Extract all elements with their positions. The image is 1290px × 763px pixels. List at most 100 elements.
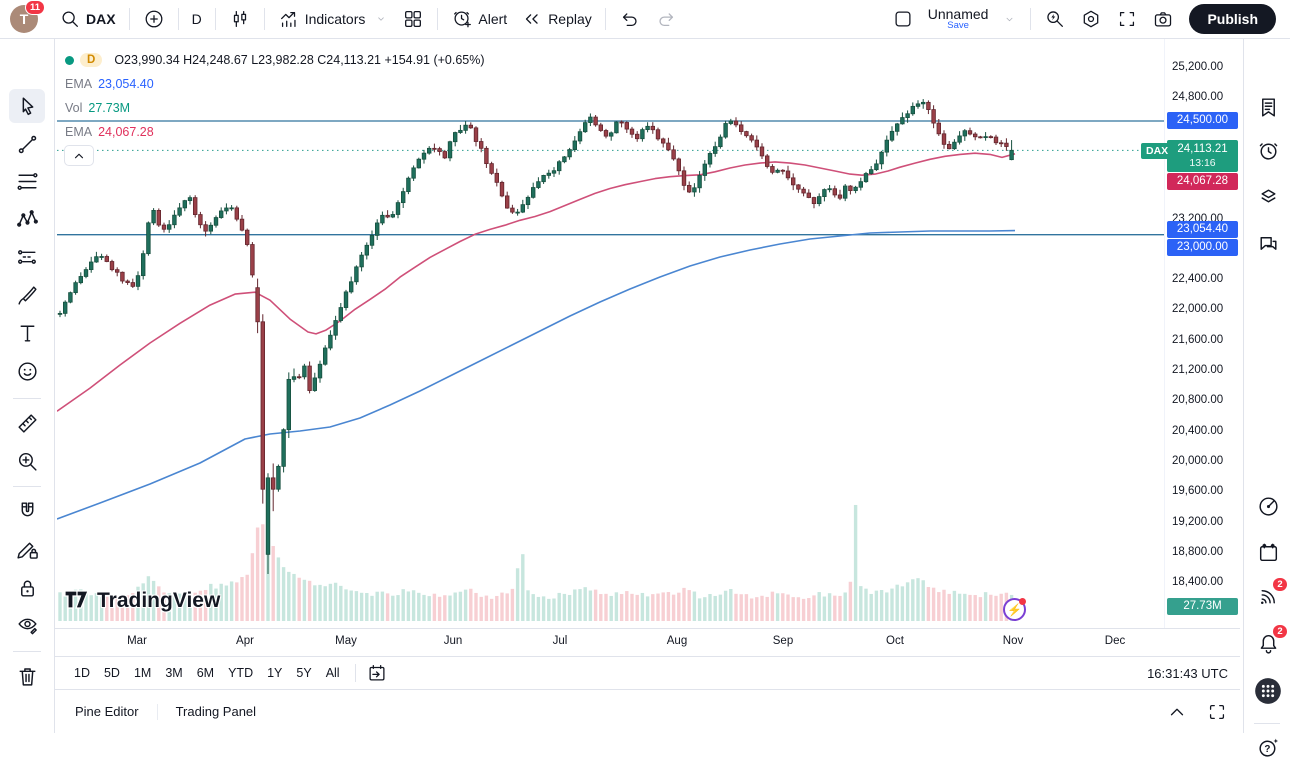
quick-search-icon[interactable]	[1037, 4, 1073, 34]
month-label-jul: Jul	[552, 635, 568, 647]
range-button-1m[interactable]: 1M	[133, 666, 152, 680]
month-label-apr: Apr	[236, 635, 254, 647]
price-scale[interactable]: 25,200.00 24,800.00 23,200.00 22,400.00 22,0…	[1164, 39, 1240, 628]
range-button-5d[interactable]: 5D	[103, 666, 120, 680]
legend-main-row[interactable]: D O23,990.34 H24,248.67 L23,982.28 C24,1…	[65, 48, 485, 72]
ruler-tool-icon[interactable]	[9, 406, 45, 440]
month-label-mar: Mar	[127, 635, 147, 647]
cursor-tool-icon[interactable]	[9, 89, 45, 123]
alerts-clock-icon[interactable]	[1252, 134, 1284, 166]
price-scale-label: 19,600.00	[1172, 485, 1224, 498]
price-scale-label: 18,400.00	[1172, 576, 1224, 589]
pine-editor-tab[interactable]: Pine Editor	[75, 704, 139, 719]
settings-gear-icon[interactable]	[1073, 4, 1109, 34]
compare-add-button[interactable]	[136, 4, 172, 34]
panel-expand-chevron-icon[interactable]	[1166, 701, 1188, 723]
price-scale-label: 18,800.00	[1172, 545, 1224, 558]
interval-button[interactable]: D	[185, 7, 209, 31]
realtime-flash-icon[interactable]: ⚡	[1003, 598, 1026, 621]
zoom-in-tool-icon[interactable]	[9, 444, 45, 478]
month-label-jun: Jun	[443, 635, 463, 647]
ema-slow-badge: 23,054.40	[1167, 221, 1238, 238]
undo-button[interactable]	[612, 4, 648, 34]
layout-select-icon[interactable]	[885, 4, 921, 34]
trading-panel-tab[interactable]: Trading Panel	[175, 704, 257, 719]
indicators-button[interactable]: Indicators	[271, 4, 396, 34]
notifications-icon[interactable]: 2	[1252, 624, 1288, 659]
timeframe-bar: 1D 5D 1M 3M 6M YTD 1Y 5Y All 16:31:43 UTC	[55, 656, 1240, 689]
symbol-search-button[interactable]: DAX	[52, 4, 123, 34]
interval-label: D	[191, 11, 202, 27]
alert-button[interactable]: Alert	[444, 4, 514, 34]
legend-interval-pill: D	[80, 53, 103, 67]
help-icon[interactable]: ?	[1252, 731, 1284, 763]
range-button-1d[interactable]: 1D	[74, 666, 90, 680]
watchlist-icon[interactable]	[1252, 91, 1284, 123]
grid-layout-icon[interactable]	[395, 4, 431, 34]
lock-all-tool-icon[interactable]	[9, 571, 45, 605]
trash-tool-icon[interactable]	[9, 659, 45, 693]
svg-text:?: ?	[1264, 744, 1270, 755]
calendar-icon[interactable]	[1252, 536, 1284, 568]
price-scale-label: 20,000.00	[1172, 454, 1224, 467]
toolbar-divider	[13, 398, 41, 399]
price-scale-label: 22,000.00	[1172, 303, 1224, 316]
user-avatar[interactable]: T 11	[10, 0, 45, 33]
publish-button[interactable]: Publish	[1189, 4, 1276, 34]
chart-style-button[interactable]	[222, 4, 258, 34]
draw-lock-tool-icon[interactable]	[9, 532, 45, 566]
text-tool-icon[interactable]	[9, 316, 45, 350]
fullscreen-icon[interactable]	[1109, 4, 1145, 34]
emoji-tool-icon[interactable]	[9, 354, 45, 388]
legend-ema-fast-row[interactable]: EMA 24,067.28	[65, 120, 485, 144]
server-clock[interactable]: 16:31:43 UTC	[1147, 665, 1228, 681]
price-scale-label: 24,800.00	[1172, 91, 1224, 104]
screener-icon[interactable]	[1252, 490, 1284, 522]
object-tree-icon[interactable]	[1252, 180, 1284, 212]
chat-icon[interactable]	[1252, 228, 1284, 260]
magnet-tool-icon[interactable]	[9, 494, 45, 528]
month-label-oct: Oct	[886, 635, 904, 647]
right-sidebar: 2 2?	[1243, 39, 1290, 757]
range-button-all[interactable]: All	[325, 666, 340, 680]
sidebar-divider	[1254, 723, 1280, 724]
time-axis[interactable]: Mar Apr May Jun Jul Aug Sep Oct Nov Dec	[55, 628, 1266, 656]
legend-ema-slow-row[interactable]: EMA 23,054.40	[65, 72, 485, 96]
last-price-badge: 24,113.21 13:16	[1167, 140, 1238, 172]
goto-date-icon[interactable]	[366, 662, 388, 684]
indicators-templates-caret-icon[interactable]	[374, 12, 388, 26]
brush-tool-icon[interactable]	[9, 278, 45, 312]
ema-fast-value: 24,067.28	[98, 125, 154, 139]
symbol-name: DAX	[86, 11, 116, 27]
layout-caret-icon[interactable]	[995, 8, 1024, 31]
redo-button[interactable]	[648, 4, 684, 34]
replay-button[interactable]: Replay	[514, 4, 599, 34]
save-layout-link[interactable]: Save	[947, 20, 969, 32]
hide-all-tool-icon[interactable]	[9, 607, 45, 641]
range-button-6m[interactable]: 6M	[196, 666, 215, 680]
search-icon	[59, 8, 81, 30]
indicators-label: Indicators	[304, 11, 366, 27]
legend-volume-row[interactable]: Vol 27.73M	[65, 96, 485, 120]
apps-grid-icon[interactable]	[1252, 675, 1284, 707]
range-button-ytd[interactable]: YTD	[228, 666, 254, 680]
xabcd-pattern-tool-icon[interactable]	[9, 202, 45, 236]
range-button-1y[interactable]: 1Y	[267, 666, 283, 680]
price-scale-label: 19,200.00	[1172, 515, 1224, 528]
notification-count-badge: 2	[1272, 577, 1288, 592]
projection-tool-icon[interactable]	[9, 240, 45, 274]
avatar-initial: T	[19, 11, 29, 27]
chart-legend: D O23,990.34 H24,248.67 L23,982.28 C24,1…	[65, 48, 485, 144]
price-chart[interactable]	[57, 39, 1164, 629]
panel-maximize-icon[interactable]	[1206, 701, 1228, 723]
streams-icon[interactable]: 2	[1252, 577, 1288, 612]
level-badge-24500: 24,500.00	[1167, 112, 1238, 129]
legend-collapse-button[interactable]	[64, 145, 94, 166]
trend-line-tool-icon[interactable]	[9, 127, 45, 161]
layout-name-button[interactable]: Unnamed Save	[921, 3, 996, 36]
fib-retracement-tool-icon[interactable]	[9, 164, 45, 198]
range-button-3m[interactable]: 3M	[165, 666, 183, 680]
range-button-5y[interactable]: 5Y	[296, 666, 312, 680]
snapshot-camera-icon[interactable]	[1145, 4, 1181, 34]
